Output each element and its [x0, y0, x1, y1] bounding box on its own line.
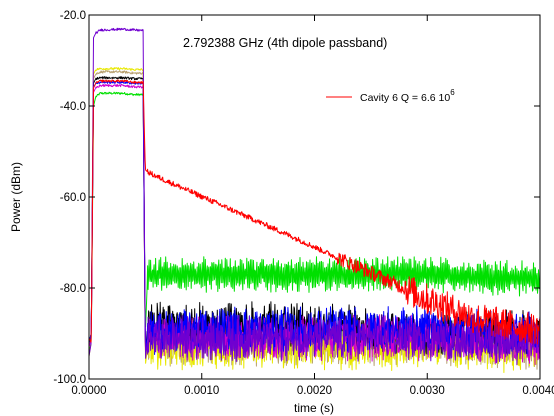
legend: Cavity 6 Q = 6.6 106 [326, 88, 455, 104]
y-tick-label-2: -60.0 [60, 192, 86, 204]
x-axis-label: time (s) [294, 401, 334, 415]
x-tick-label-4: 0.0040 [522, 385, 554, 397]
y-tick-label-3: -80.0 [60, 283, 86, 295]
x-tick-label-0: 0.0000 [71, 385, 106, 397]
legend-superscript: 6 [450, 88, 455, 97]
series-line-0 [88, 79, 541, 345]
chart-title: 2.792388 GHz (4th dipole passband) [183, 36, 387, 50]
ticks-layer: 0.0000 0.0010 0.0020 0.0030 0.0040 -20.0 -40.0… [53, 10, 554, 397]
series-line-7 [88, 27, 541, 366]
series-layer [88, 27, 541, 373]
y-tick-label-4: -100.0 [53, 374, 86, 386]
y-tick-label-0: -20.0 [60, 10, 86, 22]
y-tick-label-1: -40.0 [60, 101, 86, 113]
x-tick-label-3: 0.0030 [410, 385, 445, 397]
legend-label: Cavity 6 Q = 6.6 106 [360, 88, 455, 104]
y-axis-label: Power (dBm) [9, 162, 23, 232]
series-line-1 [88, 91, 541, 352]
x-tick-label-2: 0.0020 [297, 385, 332, 397]
x-tick-label-1: 0.0010 [184, 385, 219, 397]
